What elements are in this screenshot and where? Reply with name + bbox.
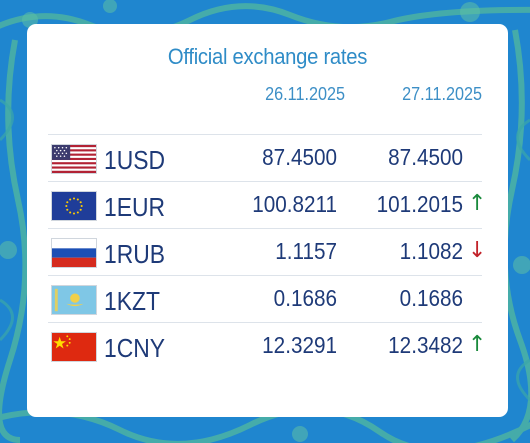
us-flag-icon <box>51 144 97 174</box>
currency-code: 1RUB <box>104 239 166 269</box>
cn-flag-icon <box>51 332 97 362</box>
rate-previous: 12.3291 <box>262 332 337 358</box>
widget-title: Official exchange rates <box>167 44 368 69</box>
arrow-up-icon: ↑ <box>468 332 487 357</box>
rate-current: 12.3482 <box>388 332 463 358</box>
rate-previous: 100.8211 <box>252 191 337 217</box>
arrow-down-icon: ↓ <box>468 238 487 263</box>
currency-code: 1USD <box>104 145 166 175</box>
date-previous: 26.11.2025 <box>265 84 345 104</box>
eu-flag-icon <box>51 191 97 221</box>
rate-current: 1.1082 <box>399 238 463 264</box>
exchange-rates-card: Official exchange rates 26.11.2025 27.11… <box>27 24 508 417</box>
rate-previous: 0.1686 <box>273 285 337 311</box>
rate-previous: 1.1157 <box>275 238 337 264</box>
currency-code: 1CNY <box>104 333 166 363</box>
currency-code: 1EUR <box>104 192 166 222</box>
date-current: 27.11.2025 <box>402 84 482 104</box>
arrow-up-icon: ↑ <box>468 191 487 216</box>
rate-row-kzt: 1KZT 0.1686 0.1686 <box>48 275 482 322</box>
rate-row-rub: 1RUB 1.1157 1.1082 ↓ <box>48 228 486 275</box>
kz-flag-icon <box>51 285 97 315</box>
rate-current: 0.1686 <box>399 285 463 311</box>
rate-current: 87.4500 <box>388 144 463 170</box>
rate-previous: 87.4500 <box>262 144 337 170</box>
ru-flag-icon <box>51 238 97 268</box>
rate-row-usd: 1USD 87.4500 87.4500 <box>48 134 482 181</box>
rate-row-cny: 1CNY 12.3291 12.3482 ↑ <box>48 322 486 369</box>
rates-table: 1USD 87.4500 87.4500 1EUR 100.8211 <box>48 134 486 369</box>
currency-code: 1KZT <box>104 286 160 316</box>
rate-current: 101.2015 <box>376 191 463 217</box>
rate-row-eur: 1EUR 100.8211 101.2015 ↑ <box>48 181 486 228</box>
